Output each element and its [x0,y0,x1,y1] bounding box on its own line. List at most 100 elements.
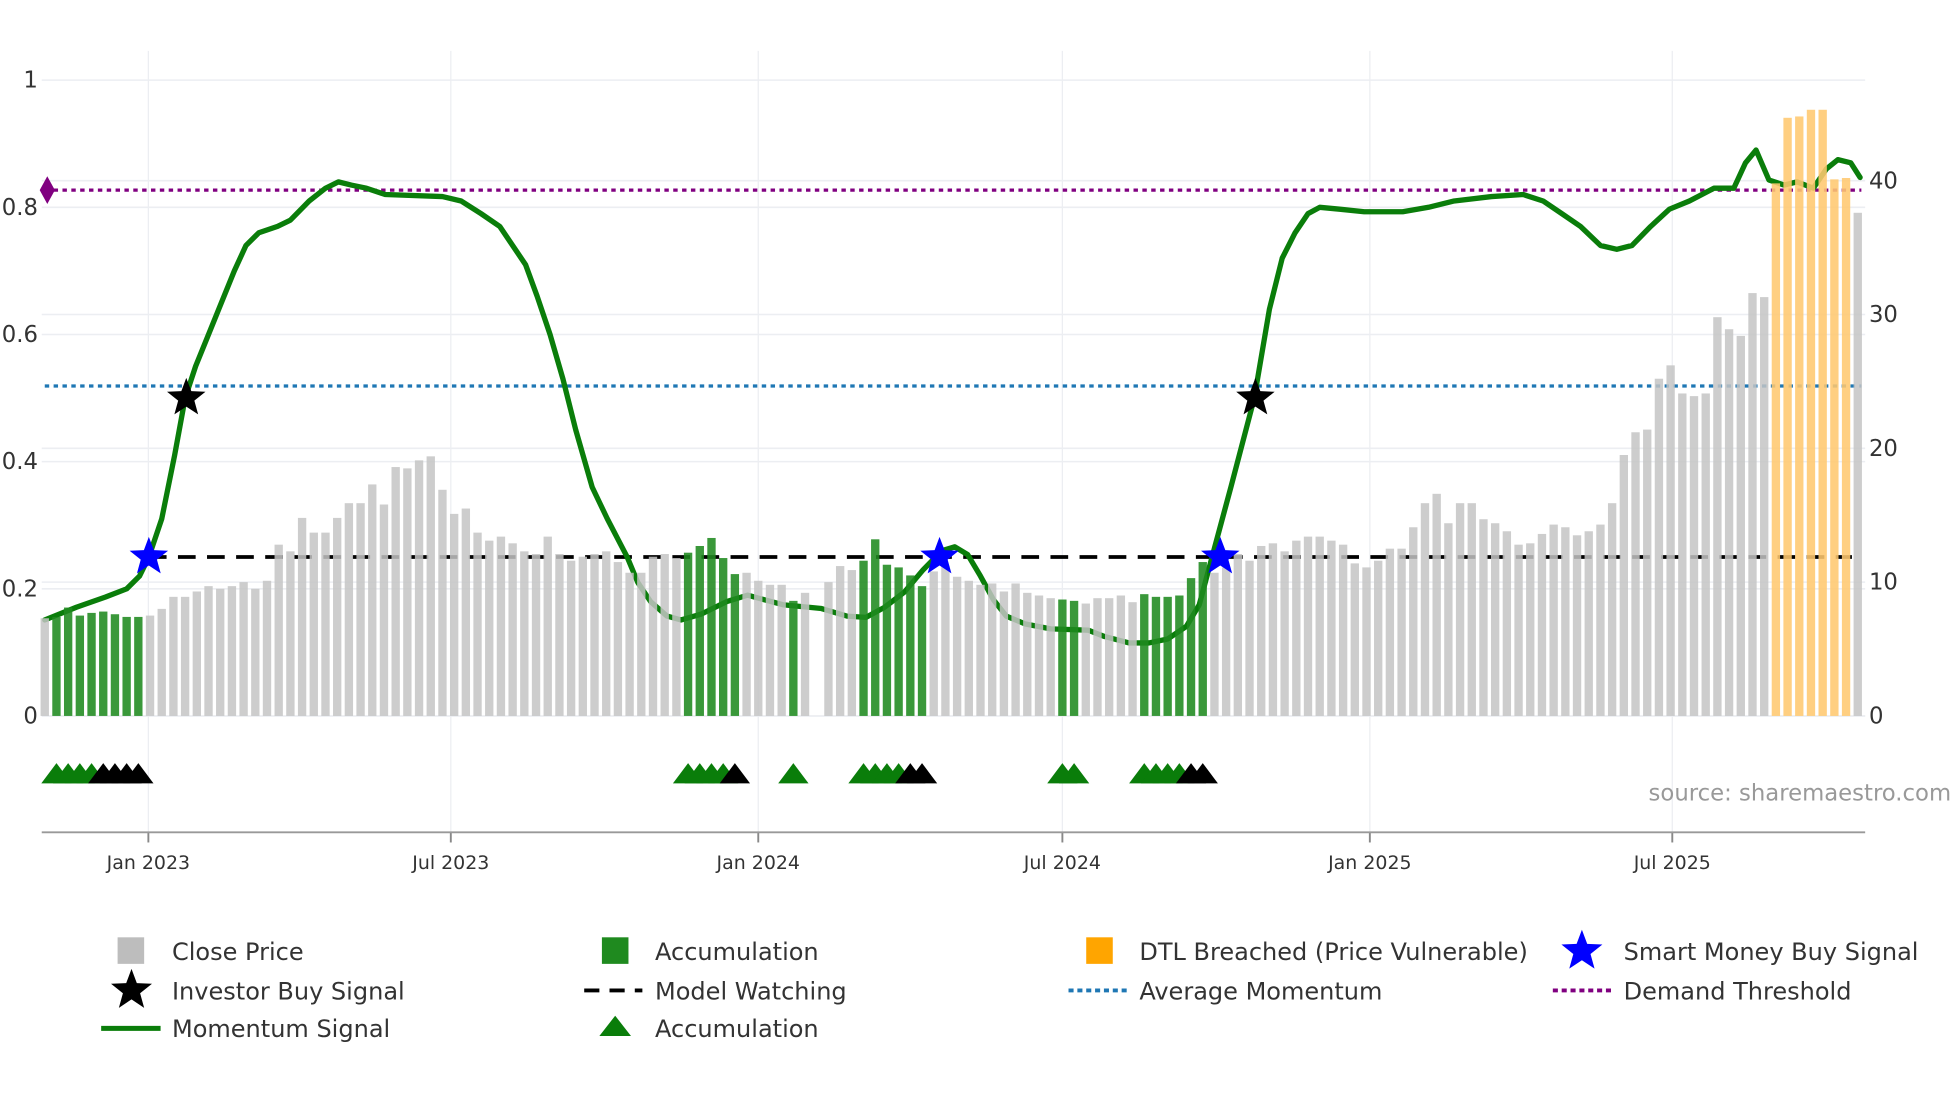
bar-close [1467,503,1476,716]
bar-close [438,489,447,716]
blue-star-icon [1561,929,1603,969]
bar-close [1327,540,1336,716]
bar-accumulation [1151,596,1161,716]
bar-close [1292,540,1301,716]
bar-close [1280,551,1289,716]
legend-item-accumulation-marker[interactable]: Accumulation [599,1015,819,1043]
legend-item-average-momentum[interactable]: Average Momentum [1068,977,1383,1005]
y-left-tick-label: 0.4 [2,449,38,475]
bar-close [204,586,213,716]
x-tick-label: Jan 2024 [716,852,800,874]
bar-close [1011,583,1020,716]
legend-item-dtl-breached[interactable]: DTL Breached (Price Vulnerable) [1086,937,1528,966]
bar-dtl_breached [1783,117,1792,716]
y-right-tick-label: 0 [1869,704,1883,730]
bar-accumulation [906,575,915,716]
bar-close [1654,378,1664,716]
bar-close [391,467,400,716]
y-right-tick-label: 20 [1869,436,1898,462]
legend-item-investor-buy[interactable]: Investor Buy Signal [111,968,405,1008]
bar-accumulation [122,616,131,716]
bar-close [414,460,424,716]
bar-accumulation [1198,562,1207,716]
bar-accumulation [707,537,716,716]
bar-close [239,582,248,716]
bar-close [379,504,389,716]
bar-close [1409,527,1418,716]
legend-item-demand-threshold[interactable]: Demand Threshold [1552,977,1852,1005]
bar-close [145,615,155,716]
bar-dtl_breached [1841,178,1851,716]
bar-close [1385,548,1395,716]
bar-close [40,618,49,716]
bar-dtl_breached [1806,109,1816,716]
bar-accumulation [87,612,96,716]
bar-accumulation [1175,595,1184,716]
legend-item-momentum-signal[interactable]: Momentum Signal [101,1015,390,1043]
bar-close [1245,560,1254,716]
bar-accumulation [1163,596,1172,716]
bar-close [157,608,166,716]
bar-dtl_breached [1795,116,1804,716]
bar-close [192,591,201,716]
bar-close [531,554,541,716]
bar-close [1537,533,1547,716]
bar-close [1526,543,1535,716]
axes: Jan 2023 Jul 2023 Jan 2024 Jul 2024 Jan 2025… [2,68,1898,874]
bar-close [368,484,377,716]
bar-close [1128,602,1137,716]
black-triangle-marker [1187,763,1218,784]
legend-item-smart-money[interactable]: Smart Money Buy Signal [1561,929,1918,969]
black-triangle-marker [123,763,154,784]
bar-close [1853,212,1862,716]
bar-close [262,580,272,716]
bar-close [1490,523,1500,716]
x-tick-label: Jul 2024 [1023,852,1101,874]
black-triangle-marker [719,763,751,784]
bar-close [1748,293,1757,716]
bar-close [461,508,471,716]
bar-accumulation [882,564,892,716]
y-left-tick-label: 0 [23,704,37,730]
bar-close [1315,536,1324,716]
bar-accumulation [1058,599,1067,716]
bar-close [1561,527,1570,716]
bar-accumulation [1069,600,1079,716]
x-tick-label: Jan 2025 [1327,852,1411,874]
x-tick-label: Jan 2023 [106,852,190,874]
bar-close [800,592,810,716]
bar-close [777,584,786,716]
bar-close [333,517,342,716]
bar-close [964,580,973,716]
legend-item-close-price[interactable]: Close Price [117,937,304,966]
bar-close [988,583,997,716]
bar-close [496,536,506,716]
reference-lines [39,176,1862,559]
bar-close [847,570,857,716]
bar-dtl_breached [1818,109,1827,716]
legend-item-model-watching[interactable]: Model Watching [584,977,847,1005]
bar-close [1736,335,1745,716]
bar-close [566,560,576,716]
bar-accumulation [75,615,85,716]
bar-accumulation [719,558,728,716]
black-star-icon [111,968,152,1008]
bar-close [227,586,237,716]
bar-accumulation [871,539,880,716]
bar-close [1081,603,1090,716]
y-left-tick-label: 1 [23,68,37,94]
bar-close [1619,455,1629,716]
bar-close [1034,595,1044,716]
bar-close [929,571,938,716]
bar-close [321,532,330,716]
legend-item-accumulation-bar[interactable]: Accumulation [601,937,819,966]
y-left-tick-label: 0.2 [2,576,38,602]
bar-close [1268,543,1278,716]
bar-close [1023,592,1032,716]
bar-accumulation [1186,578,1196,716]
bar-dtl_breached [1771,183,1781,716]
y-right-tick-label: 30 [1869,302,1898,328]
bar-accumulation [859,560,868,716]
x-tick-label: Jul 2025 [1633,852,1711,874]
bar-close [1584,531,1593,716]
